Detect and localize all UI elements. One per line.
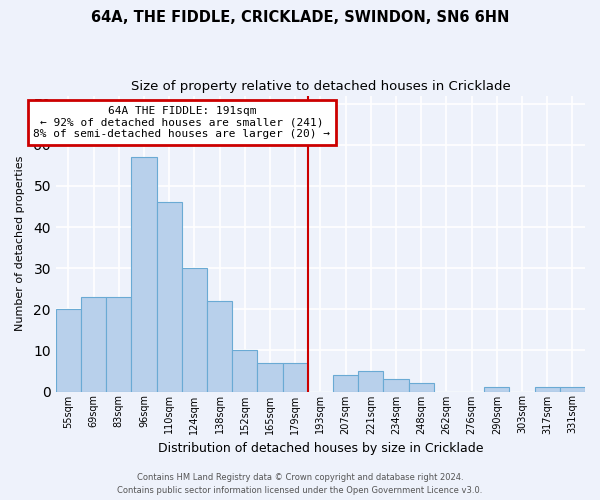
Bar: [207, 301, 232, 392]
Text: Contains HM Land Registry data © Crown copyright and database right 2024.
Contai: Contains HM Land Registry data © Crown c…: [118, 474, 482, 495]
Bar: [484, 388, 509, 392]
Bar: [383, 379, 409, 392]
Bar: [283, 362, 308, 392]
Bar: [157, 202, 182, 392]
Bar: [182, 268, 207, 392]
Bar: [535, 388, 560, 392]
X-axis label: Distribution of detached houses by size in Cricklade: Distribution of detached houses by size …: [158, 442, 483, 455]
Bar: [106, 297, 131, 392]
Bar: [232, 350, 257, 392]
Bar: [56, 310, 81, 392]
Bar: [333, 375, 358, 392]
Bar: [560, 388, 585, 392]
Bar: [257, 362, 283, 392]
Text: 64A THE FIDDLE: 191sqm
← 92% of detached houses are smaller (241)
8% of semi-det: 64A THE FIDDLE: 191sqm ← 92% of detached…: [34, 106, 331, 139]
Bar: [131, 157, 157, 392]
Text: 64A, THE FIDDLE, CRICKLADE, SWINDON, SN6 6HN: 64A, THE FIDDLE, CRICKLADE, SWINDON, SN6…: [91, 10, 509, 25]
Title: Size of property relative to detached houses in Cricklade: Size of property relative to detached ho…: [131, 80, 510, 93]
Bar: [409, 384, 434, 392]
Bar: [81, 297, 106, 392]
Bar: [358, 371, 383, 392]
Y-axis label: Number of detached properties: Number of detached properties: [15, 156, 25, 331]
